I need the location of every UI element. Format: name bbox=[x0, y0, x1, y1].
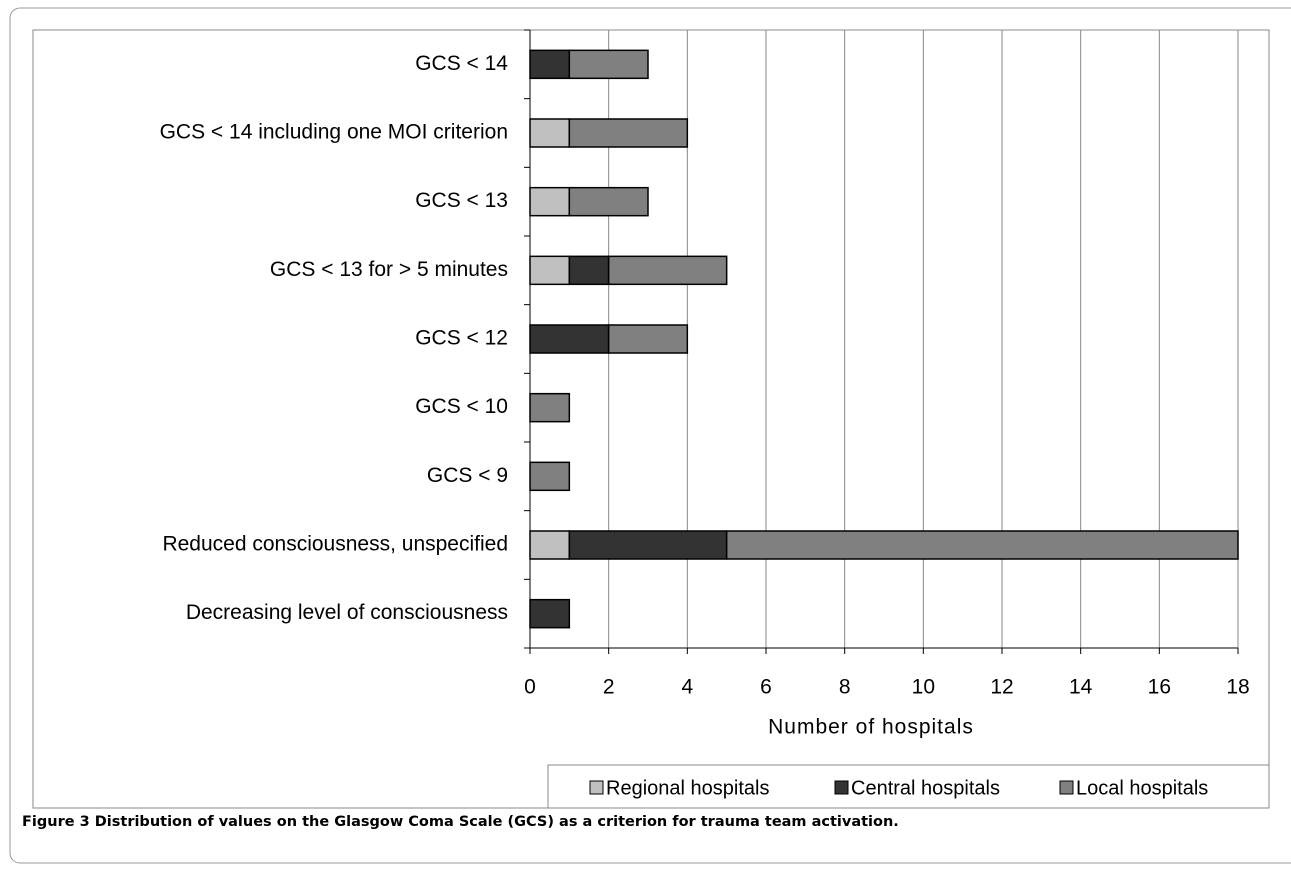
bar-segment bbox=[529, 49, 571, 80]
legend-label: Central hospitals bbox=[851, 777, 1000, 799]
x-tick-label: 6 bbox=[760, 676, 772, 699]
x-tick-label: 2 bbox=[603, 676, 615, 699]
bar-segment bbox=[529, 255, 571, 286]
legend-label: Regional hospitals bbox=[606, 777, 769, 799]
bar-segment bbox=[607, 324, 689, 354]
bar-segment bbox=[529, 324, 610, 354]
x-tick-label: 16 bbox=[1148, 676, 1171, 699]
caption: Figure 3 Distribution of values on the G… bbox=[22, 814, 899, 830]
legend-swatch bbox=[1059, 780, 1074, 795]
bar-segment bbox=[568, 118, 689, 148]
category-label: GCS < 14 bbox=[415, 52, 508, 75]
category-label: GCS < 13 for > 5 minutes bbox=[270, 258, 508, 281]
category-label: Decreasing level of consciousness bbox=[186, 601, 508, 624]
bar-segment bbox=[607, 255, 728, 286]
x-tick-label: 14 bbox=[1069, 676, 1093, 699]
category-label: GCS < 9 bbox=[427, 464, 508, 487]
x-tick-label: 10 bbox=[912, 676, 935, 699]
category-label: GCS < 12 bbox=[415, 327, 508, 350]
x-tick-label: 4 bbox=[681, 676, 693, 699]
bar-segment bbox=[529, 392, 571, 423]
legend-box bbox=[547, 764, 1270, 809]
x-axis-label: Number of hospitals bbox=[768, 716, 974, 739]
frame bbox=[9, 7, 1291, 864]
bar-segment bbox=[568, 530, 728, 560]
category-label: GCS < 13 bbox=[415, 189, 508, 212]
bar-segment bbox=[568, 255, 610, 286]
x-tick-label: 12 bbox=[990, 676, 1013, 699]
bar-segment bbox=[725, 530, 1239, 560]
x-tick-label: 18 bbox=[1226, 676, 1249, 699]
category-label: GCS < 10 bbox=[415, 395, 508, 418]
bar-segment bbox=[529, 530, 571, 560]
bar-segment bbox=[529, 118, 571, 148]
bar-segment bbox=[529, 598, 571, 629]
x-tick-label: 0 bbox=[524, 676, 536, 699]
x-tick-label: 8 bbox=[839, 676, 851, 699]
legend-label: Local hospitals bbox=[1076, 777, 1208, 799]
bar-segment bbox=[529, 461, 571, 492]
bar-segment bbox=[568, 186, 649, 217]
legend-swatch bbox=[589, 780, 604, 795]
category-label: GCS < 14 including one MOI criterion bbox=[160, 121, 508, 144]
bar-segment bbox=[568, 49, 649, 80]
legend-swatch bbox=[834, 780, 849, 795]
category-label: Reduced consciousness, unspecified bbox=[162, 533, 508, 556]
bar-segment bbox=[529, 186, 571, 217]
